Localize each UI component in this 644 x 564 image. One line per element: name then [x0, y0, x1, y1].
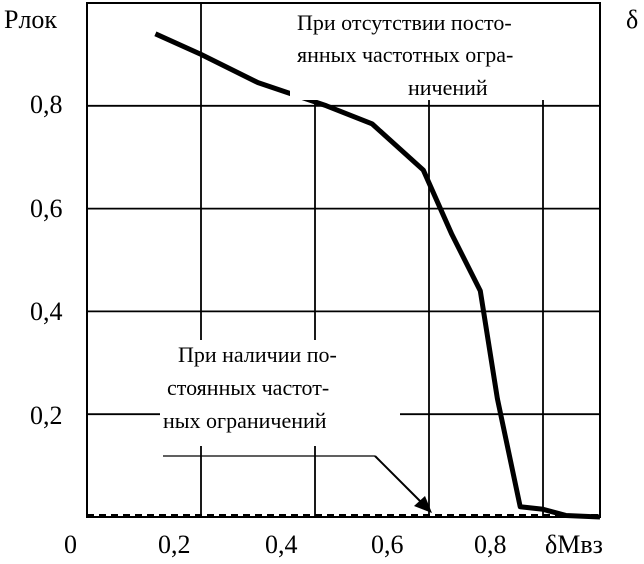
plot-frame — [86, 2, 601, 518]
y-tick-label: 0,4 — [30, 297, 63, 326]
annotation-top-line-1: При отсутствии посто- — [297, 10, 512, 35]
series — [87, 31, 601, 520]
series-line-solid — [154, 31, 601, 520]
annotation-top-line-2: янных частотных огра- — [297, 42, 513, 67]
annotation-top-line-3: ничений — [408, 75, 488, 100]
y-tick-label: 0,6 — [30, 194, 63, 223]
annotation-top: При отсутствии посто- янных частотных ог… — [290, 4, 590, 100]
annotation-arrow — [163, 455, 432, 513]
y-tick-label: 0,2 — [30, 401, 63, 430]
annotation-bottom-line-1: При наличии по- — [178, 342, 337, 367]
y-tick-label: 0,8 — [30, 90, 63, 119]
x-tick-label: 0 — [64, 530, 77, 559]
annotation-bottom-line-2: стоянных частот- — [167, 375, 329, 400]
x-tick-label: 0,4 — [265, 530, 298, 559]
annotation-bottom: При наличии по- стоянных частот- ных огр… — [160, 340, 400, 446]
x-tick-label: 0,6 — [371, 530, 404, 559]
x-tick-label: 0,2 — [158, 530, 191, 559]
y-axis-label: Pлок — [4, 5, 57, 34]
corner-symbol: δ — [626, 5, 638, 34]
annotation-bottom-line-3: ных ограничений — [163, 408, 327, 433]
x-axis-label: δMвз — [545, 530, 603, 559]
x-tick-label: 0,8 — [474, 530, 507, 559]
